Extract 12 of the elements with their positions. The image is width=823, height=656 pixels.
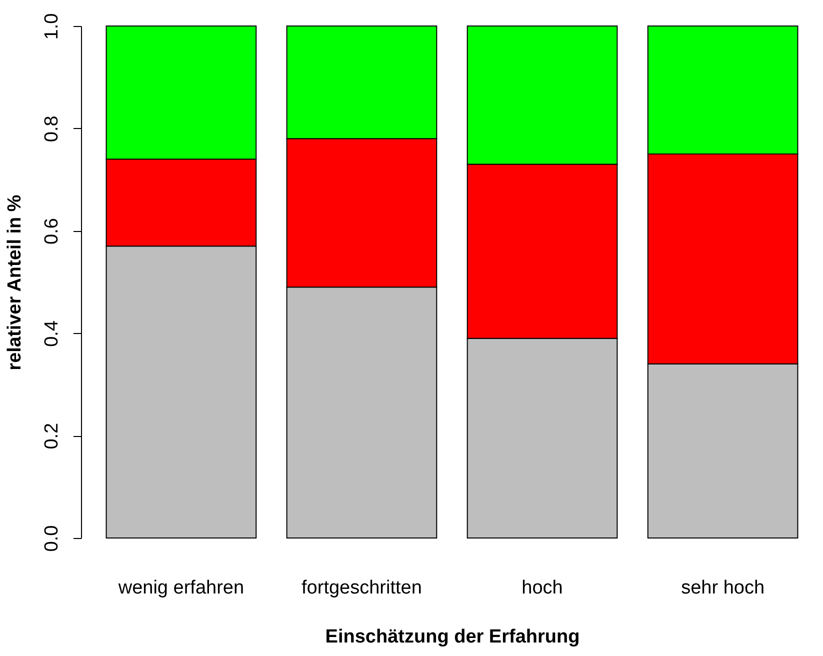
x-tick-label: hoch [522,578,563,598]
y-axis-title: relativer Anteil in % [4,194,26,370]
x-tick-label: sehr hoch [681,578,765,598]
y-tick-label: 1.0 [42,13,62,40]
y-tick-label: 0.0 [42,525,62,552]
x-tick-label: wenig erfahren [117,578,244,598]
x-tick-label: fortgeschritten [302,578,422,598]
x-axis-title: Einschätzung der Erfahrung [325,626,580,648]
y-tick-label: 0.8 [42,116,62,142]
y-tick-label: 0.2 [42,422,62,450]
y-tick-label: 0.6 [42,218,62,245]
y-tick-label: 0.4 [42,320,62,347]
